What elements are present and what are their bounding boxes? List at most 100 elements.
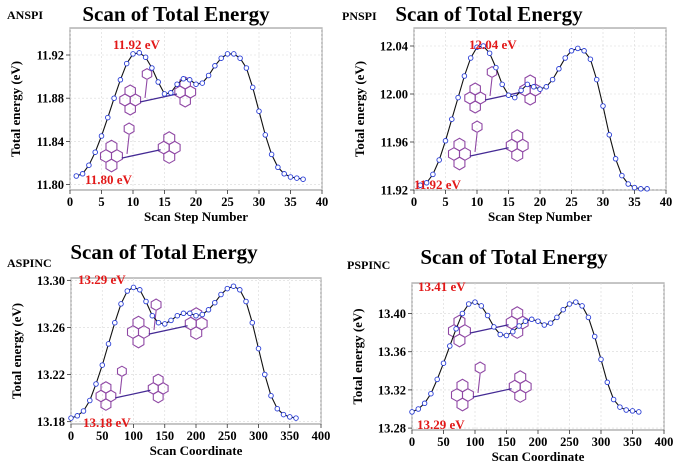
data-point — [86, 162, 92, 168]
data-point — [587, 56, 594, 62]
data-point — [430, 171, 436, 178]
data-point — [98, 133, 105, 139]
data-point — [453, 326, 459, 332]
x-tick-label: 100 — [466, 435, 485, 449]
chart-svg: ASPINC Scan of Total Energy 0 50 100 150 200 25… — [7, 240, 330, 458]
x-tick-label: 350 — [280, 429, 299, 443]
data-point — [560, 306, 566, 313]
molecule-structure-icon — [447, 65, 542, 171]
data-point — [224, 285, 231, 292]
data-point — [187, 310, 193, 317]
data-point — [442, 138, 449, 144]
data-point — [562, 55, 568, 61]
x-tick-label: 400 — [655, 435, 674, 449]
data-point — [499, 81, 505, 88]
x-tick-label: 10 — [471, 195, 484, 209]
data-point — [474, 44, 480, 50]
data-point — [300, 176, 306, 182]
x-tick-label: 150 — [155, 429, 174, 443]
data-point — [143, 298, 149, 305]
data-point — [478, 303, 485, 309]
data-point — [638, 186, 644, 192]
data-point — [231, 51, 237, 57]
x-tick-label: 300 — [592, 435, 611, 449]
x-tick-label: 40 — [316, 195, 329, 209]
data-point — [118, 301, 124, 307]
data-point — [530, 84, 537, 90]
data-point — [117, 77, 124, 83]
y-tick-label: 11.96 — [381, 136, 408, 150]
data-point — [598, 356, 604, 363]
data-point — [237, 287, 243, 293]
data-point — [281, 171, 287, 177]
data-point — [142, 54, 149, 60]
data-point — [486, 50, 493, 56]
data-point — [591, 333, 598, 340]
data-point — [268, 392, 274, 399]
data-point — [575, 45, 581, 52]
data-point — [174, 81, 180, 87]
data-point — [449, 116, 455, 122]
y-tick-label: 11.92 — [381, 184, 408, 198]
y-tick-label: 13.30 — [37, 274, 65, 288]
data-point — [180, 76, 187, 82]
data-point — [428, 390, 434, 397]
data-point — [255, 345, 262, 352]
data-point — [155, 79, 161, 85]
x-tick-label: 5 — [442, 195, 448, 209]
data-point — [524, 81, 531, 88]
data-point — [243, 298, 249, 305]
data-point — [243, 65, 250, 71]
x-tick-label: 35 — [628, 195, 641, 209]
data-point — [224, 51, 231, 57]
x-tick-label: 30 — [253, 195, 266, 209]
x-axis-label: Scan Step Number — [488, 209, 592, 224]
data-point — [528, 316, 535, 323]
y-tick-label: 11.88 — [37, 92, 64, 106]
energy-annotation: 13.29 eV — [417, 417, 465, 432]
x-tick-label: 100 — [124, 429, 143, 443]
x-tick-label: 50 — [437, 435, 450, 449]
molecule-structure-icon — [95, 298, 208, 411]
panel-anspi: ANSPI Scan of Total Energy 0 5 10 15 20 25 30 35 4… — [0, 0, 342, 236]
y-tick-label: 11.84 — [37, 135, 65, 149]
data-point — [80, 408, 87, 414]
data-point — [293, 415, 299, 421]
x-tick-label: 25 — [565, 195, 578, 209]
data-point — [631, 184, 638, 191]
chart-title: Scan of Total Energy — [420, 245, 608, 269]
data-point — [186, 77, 193, 83]
x-tick-label: 300 — [249, 429, 268, 443]
chart-svg: ANSPI Scan of Total Energy 0 5 10 15 20 25 30 35 4… — [7, 2, 329, 224]
data-point — [275, 164, 281, 171]
data-point — [161, 91, 168, 97]
data-point — [256, 108, 262, 114]
x-tick-label: 40 — [660, 195, 673, 209]
x-tick-label: 200 — [187, 429, 206, 443]
data-point — [93, 381, 99, 387]
data-point — [579, 303, 585, 309]
data-point — [623, 407, 629, 413]
y-tick-label: 12.04 — [380, 40, 409, 54]
data-point — [617, 404, 623, 410]
data-point — [436, 157, 442, 163]
x-tick-label: 35 — [284, 195, 297, 209]
data-point — [518, 87, 524, 94]
data-point — [585, 314, 592, 321]
y-tick-label: 12.00 — [380, 88, 408, 102]
data-point — [629, 408, 636, 414]
molecule-structure-icon — [447, 306, 532, 412]
y-tick-label: 13.26 — [37, 321, 65, 335]
data-point — [543, 84, 550, 90]
data-point — [218, 55, 224, 61]
data-point — [434, 376, 440, 383]
data-point — [212, 63, 218, 69]
data-point — [205, 307, 212, 313]
data-point — [230, 283, 237, 289]
data-point — [149, 65, 155, 71]
data-point — [610, 396, 617, 403]
data-point — [92, 149, 98, 155]
chart-title: Scan of Total Energy — [70, 240, 258, 264]
data-point — [415, 406, 422, 412]
y-tick-label: 11.80 — [37, 178, 64, 192]
